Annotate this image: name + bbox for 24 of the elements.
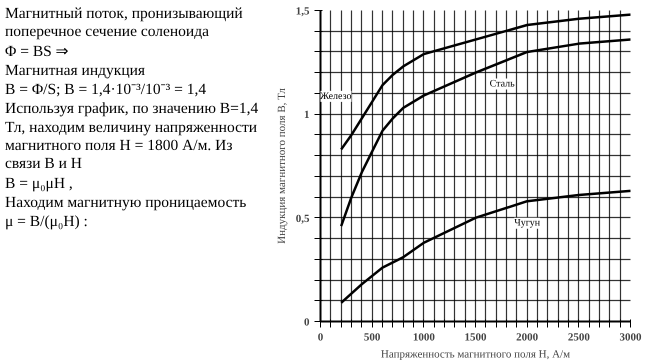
series-label: Чугун bbox=[514, 218, 541, 229]
series-label: Железо bbox=[320, 90, 352, 102]
x-tick-label: 2500 bbox=[568, 332, 590, 344]
x-tick-label: 3000 bbox=[620, 332, 642, 344]
text: B = Φ/S; B = 1,4·10⁻³/10⁻³ = 1,4 bbox=[5, 81, 208, 100]
text: B = μ₀μH , bbox=[5, 174, 74, 193]
x-axis-title: Напряженность магнитного поля H, А/м bbox=[380, 348, 570, 360]
x-tick-label: 500 bbox=[364, 332, 381, 344]
x-tick-label: 1000 bbox=[412, 332, 436, 344]
text: μ = B/(μ₀H) : bbox=[5, 213, 89, 232]
y-tick-label: 0,5 bbox=[296, 212, 310, 225]
text: Φ = BS ⇒ bbox=[5, 42, 70, 61]
text: Используя график, по значению B=1,4 Тл, находим величину напряженности магнитного поля H = 1800 А/м. Из связи B и H bbox=[5, 100, 260, 174]
x-tick-label: 0 bbox=[318, 332, 324, 344]
series-label: Сталь bbox=[490, 78, 516, 90]
y-tick-label: 0 bbox=[304, 316, 310, 328]
x-tick-label: 1500 bbox=[464, 332, 487, 344]
y-axis-title: Индукция магнитного поля B, Тл bbox=[276, 88, 288, 244]
y-tick-label: 1,5 bbox=[296, 6, 310, 18]
y-tick-label: 1 bbox=[304, 109, 310, 122]
text: Магнитная индукция bbox=[5, 62, 146, 80]
text: Находим магнитную проницаемость bbox=[5, 194, 248, 212]
text: Магнитный поток, пронизывающий поперечное сечение соленоида bbox=[5, 5, 244, 42]
x-tick-label: 2000 bbox=[516, 332, 539, 344]
